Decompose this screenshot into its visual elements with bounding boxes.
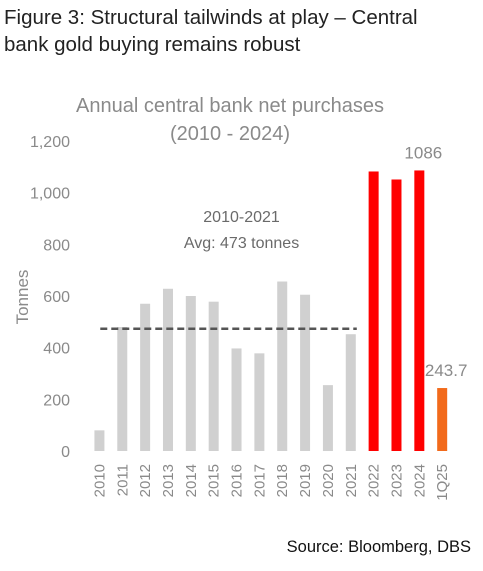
figure-title: Figure 3: Structural tailwinds at play –… [4, 4, 474, 58]
y-tick-label: 600 [43, 289, 70, 306]
bar-2011 [117, 327, 128, 451]
bar-2023 [391, 179, 402, 452]
x-tick-label: 2016 [229, 464, 246, 497]
bar-2012 [140, 303, 151, 451]
x-tick-label: 2013 [160, 464, 177, 497]
bar-2021 [345, 334, 356, 451]
x-tick-label: 2017 [251, 464, 268, 497]
bar-2010 [94, 430, 105, 451]
x-tick-label: 2019 [297, 464, 314, 497]
bar-1Q25 [437, 388, 448, 451]
chart-title: Annual central bank net purchases [76, 95, 384, 117]
bar-2024 [414, 170, 425, 451]
x-tick-label: 2010 [91, 464, 108, 497]
x-tick-label: 1Q25 [434, 464, 451, 501]
data-label-2024: 1086 [404, 143, 442, 162]
average-annotation: 2010-2021 Avg: 473 tonnes [100, 209, 357, 331]
y-tick-label: 800 [43, 237, 70, 254]
source-note: Source: Bloomberg, DBS [286, 538, 471, 556]
figure-title-line-2: bank gold buying remains robust [4, 33, 301, 56]
x-tick-label: 2020 [320, 464, 337, 497]
y-axis-label: Tonnes [13, 270, 32, 325]
chart-subtitle: (2010 - 2024) [170, 123, 290, 145]
bar-2020 [322, 385, 333, 452]
bar-2022 [368, 171, 379, 452]
x-tick-label: 2012 [137, 464, 154, 497]
x-tick-label: 2024 [411, 464, 428, 497]
y-tick-label: 1,200 [30, 134, 70, 151]
average-label-line-2: Avg: 473 tonnes [184, 235, 299, 252]
x-axis: 2010 2011 2012 2013 2014 2015 2016 2017 2018 2019… [91, 464, 451, 501]
y-tick-label: 0 [61, 444, 70, 461]
bar-2017 [254, 353, 265, 451]
data-labels: 1086 243.7 [404, 143, 467, 380]
y-tick-label: 400 [43, 341, 70, 358]
y-axis: 0 200 400 600 800 1,000 1,200 [30, 134, 70, 461]
x-tick-label: 2023 [388, 464, 405, 497]
bar-2018 [277, 281, 288, 451]
x-tick-label: 2018 [274, 464, 291, 497]
bar-2016 [231, 348, 242, 451]
x-tick-label: 2014 [183, 464, 200, 497]
bar-2019 [300, 294, 311, 451]
bar-2013 [162, 288, 173, 451]
bar-2015 [208, 301, 219, 451]
y-tick-label: 1,000 [30, 186, 70, 203]
data-label-1Q25: 243.7 [425, 361, 468, 380]
bar-2014 [185, 296, 196, 451]
y-tick-label: 200 [43, 392, 70, 409]
x-tick-label: 2015 [206, 464, 223, 497]
figure-title-line-1: Figure 3: Structural tailwinds at play –… [4, 6, 418, 29]
bars [94, 170, 448, 452]
x-tick-label: 2022 [366, 464, 383, 497]
average-label-line-1: 2010-2021 [203, 209, 280, 226]
x-tick-label: 2021 [343, 464, 360, 497]
x-tick-label: 2011 [114, 464, 131, 496]
